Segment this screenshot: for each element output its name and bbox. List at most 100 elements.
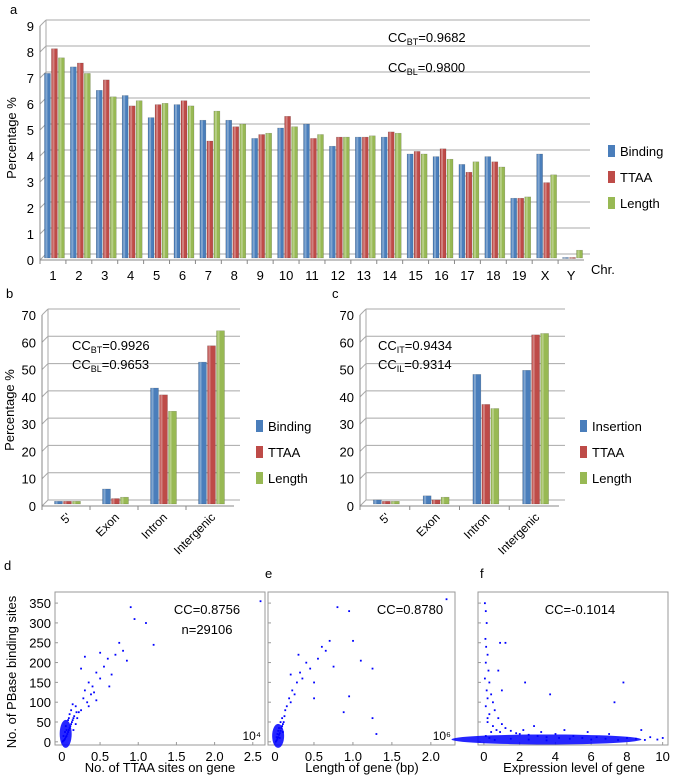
legend-swatch-insertion [580, 420, 587, 432]
bar-highlight [356, 137, 359, 258]
bar-ttaa-6 [180, 100, 188, 259]
x-tick-label: 1.0 [129, 749, 147, 764]
scatter-point [490, 731, 493, 733]
scatter-point [289, 673, 292, 676]
scatter-point [493, 709, 496, 712]
scatter-point [129, 606, 132, 609]
scatter-point [259, 600, 262, 603]
scatter-point [91, 685, 94, 688]
x-tick-label: 10 [279, 268, 293, 283]
panel-label-a: a [10, 2, 18, 17]
scatter-point [87, 681, 90, 684]
legend-swatch-length [580, 472, 587, 484]
scatter-point [499, 641, 501, 644]
bar-binding-Intron [150, 387, 159, 505]
x-tick-label: 5' [58, 510, 74, 526]
cc-value: =0.9800 [418, 60, 465, 75]
y-tick-label: 0 [27, 253, 34, 268]
cc-annotation: CCIT=0.9434 [378, 338, 452, 355]
scatter-point [282, 723, 284, 725]
bar-highlight [207, 141, 210, 258]
bar-ttaa-12 [336, 136, 343, 259]
bar-length-5' [72, 501, 81, 505]
x-tick-label: 1 [49, 268, 56, 283]
legend-swatch-length [256, 472, 263, 484]
bar-highlight [64, 501, 67, 504]
bar-highlight [73, 501, 76, 504]
bar-highlight [499, 167, 502, 258]
scatter-point [68, 713, 71, 716]
scatter-point [317, 657, 319, 660]
bar-length-11 [317, 134, 324, 259]
y-tick-label: 70 [340, 308, 354, 323]
scatter-point [71, 703, 74, 706]
bar-highlight [240, 124, 243, 258]
bar-highlight [233, 126, 236, 258]
panel-label-b: b [6, 286, 13, 301]
bar-length-2 [84, 73, 91, 259]
y-tick-label: 0 [44, 735, 51, 750]
scatter-point [99, 677, 102, 680]
gridline-diag [359, 445, 367, 452]
bar-highlight [392, 501, 395, 504]
scatter-point [483, 602, 486, 605]
legend-binding: Binding [268, 419, 311, 434]
bar-length-3 [110, 96, 117, 259]
scatter-point [342, 711, 345, 714]
scatter-point [524, 681, 527, 684]
bar-highlight [523, 370, 526, 504]
scatter-point [504, 641, 507, 644]
x-tick-label: Intron [139, 510, 171, 542]
cc-annotation: CC=0.8780 [377, 602, 443, 617]
cc-prefix: CC [388, 30, 407, 45]
f-xlabel: Expression level of gene [503, 760, 645, 775]
scatter-point [83, 689, 86, 692]
plot-frame [54, 591, 266, 746]
x-tick-label: X [541, 268, 550, 283]
y-tick-label: 10 [22, 472, 36, 487]
bar-highlight [408, 154, 411, 258]
bar-binding-Exon [102, 488, 111, 505]
y-tick-label: 50 [340, 363, 354, 378]
scatter-point [336, 606, 339, 609]
bar-highlight [311, 138, 314, 258]
scatter-point [70, 723, 73, 725]
y-tick-label: 20 [22, 444, 36, 459]
scatter-point [133, 618, 136, 620]
bar-binding-7 [199, 119, 207, 259]
bar-ttaa-Exon [431, 499, 441, 505]
x-tick-label: 7 [205, 268, 212, 283]
x-tick-label: Intergenic [495, 510, 542, 557]
x-tick-label: 0 [480, 749, 487, 764]
x-tick-label: 13 [357, 268, 371, 283]
bar-length-Intergenic [216, 330, 225, 505]
scatter-point [71, 721, 73, 724]
bar-ttaa-14 [387, 131, 395, 259]
bar-highlight [52, 48, 55, 259]
x-tick-label: 19 [512, 268, 526, 283]
x-tick-label: 2.5 [244, 749, 262, 764]
scatter-point [554, 733, 557, 735]
y-tick-label: 1 [27, 227, 34, 242]
cc-subscript: IT [397, 345, 406, 355]
y-tick-label: 8 [27, 45, 34, 60]
bar-highlight [200, 120, 203, 258]
scatter-point [77, 711, 80, 714]
scatter-point [487, 669, 490, 672]
bar-length-10 [291, 126, 298, 259]
bar-highlight [181, 100, 184, 258]
scatter-point [640, 729, 643, 731]
bar-insertion-Exon [422, 495, 432, 505]
scatter-point [348, 610, 351, 613]
scatter-point [484, 637, 487, 640]
y-tick-label: 200 [29, 656, 51, 671]
scatter-point [67, 719, 69, 722]
bar-highlight [551, 174, 554, 258]
scatter-point [492, 701, 494, 704]
x-tick-label: 8 [231, 268, 238, 283]
scatter-point [305, 661, 308, 664]
bar-insertion-Intergenic [522, 370, 531, 505]
bar-ttaa-5 [154, 104, 162, 259]
gridline-diag [359, 335, 367, 343]
bar-highlight [370, 135, 373, 258]
